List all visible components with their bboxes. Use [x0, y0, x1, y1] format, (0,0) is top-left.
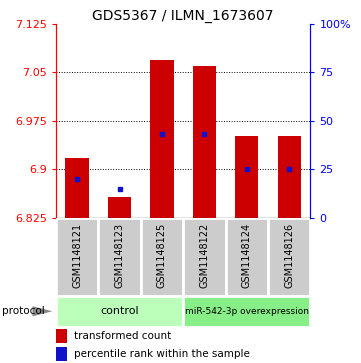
Text: GSM1148121: GSM1148121 — [72, 223, 82, 288]
Bar — [150, 61, 174, 218]
Text: protocol: protocol — [2, 306, 44, 317]
Bar — [235, 136, 258, 218]
Text: GSM1148125: GSM1148125 — [157, 223, 167, 288]
Text: percentile rank within the sample: percentile rank within the sample — [74, 349, 250, 359]
Text: miR-542-3p overexpression: miR-542-3p overexpression — [185, 307, 309, 316]
Bar — [268, 218, 310, 296]
Text: transformed count: transformed count — [74, 331, 171, 341]
Text: GSM1148122: GSM1148122 — [199, 223, 209, 288]
Bar — [65, 158, 89, 218]
Bar — [56, 347, 68, 361]
Bar — [183, 218, 226, 296]
Bar — [193, 66, 216, 218]
Bar — [183, 296, 310, 327]
Bar — [56, 218, 98, 296]
Title: GDS5367 / ILMN_1673607: GDS5367 / ILMN_1673607 — [92, 9, 274, 23]
Text: GSM1148124: GSM1148124 — [242, 223, 252, 288]
Bar — [141, 218, 183, 296]
Polygon shape — [32, 306, 52, 316]
Bar — [56, 329, 68, 343]
Text: GSM1148123: GSM1148123 — [114, 223, 125, 288]
Bar — [108, 197, 131, 218]
Bar — [98, 218, 141, 296]
Bar — [226, 218, 268, 296]
Bar — [278, 136, 301, 218]
Text: GSM1148126: GSM1148126 — [284, 223, 294, 288]
Bar — [56, 296, 183, 327]
Text: control: control — [100, 306, 139, 316]
